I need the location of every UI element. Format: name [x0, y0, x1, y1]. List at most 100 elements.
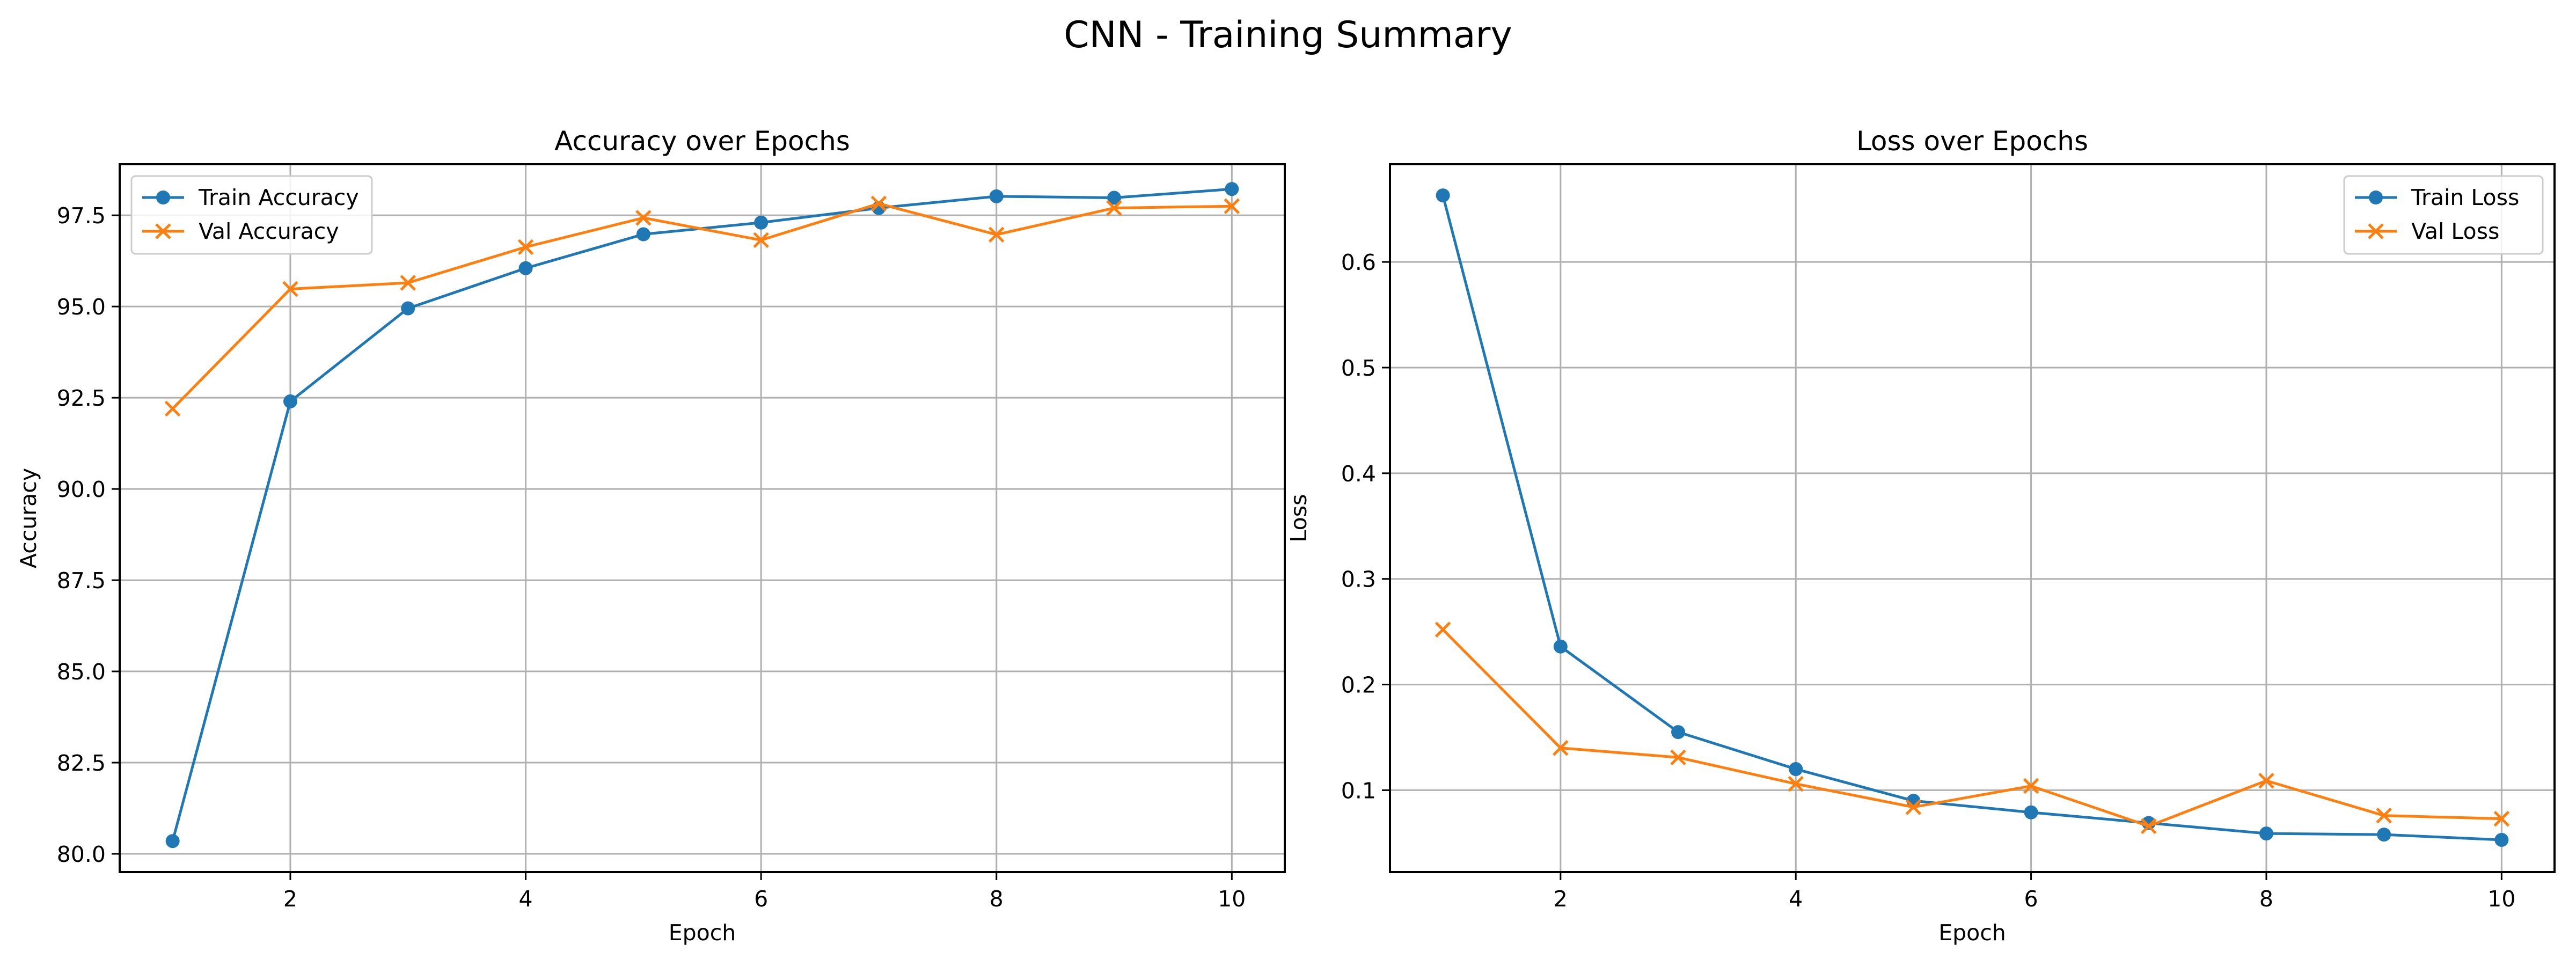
data-point	[2023, 778, 2039, 794]
y-tick-label: 0.2	[1341, 672, 1376, 698]
y-tick-label: 97.5	[57, 203, 106, 229]
marker-stroke	[1670, 749, 1686, 766]
data-point	[1436, 188, 1450, 203]
chart-panel-2: 2 4 6 8 10 0.1 0.2 0.3 0.4 0.5 0.6 Loss over Epochs…	[1286, 126, 2556, 946]
marker-stroke	[400, 275, 416, 291]
figure-title: CNN - Training Summary	[1064, 14, 1512, 56]
data-point	[2259, 826, 2273, 841]
panel-title: Accuracy over Epochs	[554, 126, 850, 157]
legend: Train Loss Val Loss	[2343, 175, 2544, 255]
data-point	[1670, 749, 1686, 766]
marker-stroke	[988, 226, 1005, 243]
marker-stroke	[517, 239, 534, 255]
panel-title: Loss over Epochs	[1856, 126, 2088, 157]
data-point	[2258, 772, 2274, 789]
x-tick-label: 8	[990, 886, 1004, 912]
marker-stroke	[2493, 810, 2510, 827]
data-point	[2024, 805, 2038, 819]
data-point	[518, 261, 533, 275]
legend-box	[2343, 175, 2544, 255]
legend-marker	[155, 223, 171, 239]
data-point	[1671, 725, 1686, 740]
y-tick-label: 92.5	[57, 385, 106, 411]
legend-label: Train Loss	[2411, 185, 2519, 210]
data-point	[1553, 740, 1569, 756]
marker-stroke	[2023, 778, 2039, 794]
y-tick-label: 87.5	[57, 568, 106, 594]
y-tick-label: 0.3	[1341, 567, 1376, 592]
y-tick-label: 82.5	[57, 750, 106, 776]
data-point	[1107, 191, 1122, 205]
marker-stroke	[282, 281, 298, 297]
marker-stroke	[2376, 807, 2392, 824]
y-axis-label: Loss	[1286, 494, 1312, 543]
data-point	[636, 227, 650, 241]
x-tick-label: 6	[2024, 886, 2038, 912]
legend-marker	[2368, 223, 2384, 239]
series-line	[1441, 195, 2502, 841]
y-tick-label: 0.5	[1341, 355, 1376, 381]
data-point	[635, 210, 652, 226]
x-tick-label: 4	[1789, 886, 1803, 912]
marker-stroke	[1224, 198, 1240, 214]
data-point	[1224, 198, 1240, 214]
legend-label: Train Accuracy	[198, 185, 359, 210]
x-tick-label: 8	[2259, 886, 2273, 912]
data-point	[1106, 200, 1122, 216]
data-point	[164, 400, 181, 417]
data-point	[1789, 762, 1803, 777]
data-point	[753, 232, 769, 248]
x-tick-label: 6	[754, 886, 768, 912]
data-point	[401, 301, 415, 316]
legend: Train Accuracy Val Accuracy	[130, 175, 373, 255]
y-tick-label: 0.6	[1341, 250, 1376, 275]
legend-label: Val Accuracy	[199, 218, 339, 244]
x-tick-label: 10	[2487, 886, 2515, 912]
legend-box	[130, 175, 373, 255]
data-point	[2377, 828, 2391, 842]
y-tick-label: 80.0	[57, 841, 106, 867]
data-point	[2494, 832, 2509, 847]
data-point	[1225, 182, 1239, 196]
x-tick-label: 10	[1218, 886, 1246, 912]
x-axis-label: Epoch	[1938, 920, 2006, 946]
data-point	[988, 226, 1005, 243]
data-point	[2141, 818, 2157, 835]
y-tick-label: 0.4	[1341, 461, 1376, 487]
marker-stroke	[164, 400, 181, 417]
y-tick-label: 95.0	[57, 294, 106, 320]
marker-stroke	[1905, 799, 1922, 815]
data-point	[1435, 621, 1451, 638]
marker-stroke	[2141, 818, 2157, 835]
marker-stroke	[1788, 775, 1804, 792]
data-point	[2141, 816, 2156, 830]
marker-stroke	[870, 195, 887, 212]
legend-marker	[2369, 191, 2383, 204]
marker-stroke	[1435, 621, 1451, 638]
x-tick-label: 4	[519, 886, 533, 912]
data-point	[754, 215, 769, 230]
data-point	[989, 189, 1004, 203]
data-point	[2376, 807, 2392, 824]
data-point	[165, 834, 180, 848]
data-point	[283, 394, 297, 408]
y-tick-label: 90.0	[57, 477, 106, 502]
legend-label: Val Loss	[2411, 218, 2499, 244]
axes-frame	[1389, 163, 2556, 873]
series-line	[1441, 628, 2502, 828]
data-point	[2493, 810, 2510, 827]
marker-stroke	[1106, 200, 1122, 216]
series-line	[171, 202, 1232, 410]
chart-panel-1: 2 4 6 8 10 80.0 82.5 85.0 87.5 90.0 92.5 95.0 97.5 Ac…	[16, 126, 1286, 946]
marker-stroke	[2258, 772, 2274, 789]
axes-frame	[119, 163, 1286, 873]
marker-stroke	[753, 232, 769, 248]
x-tick-label: 2	[283, 886, 297, 912]
data-point	[1905, 799, 1922, 815]
data-point	[1788, 775, 1804, 792]
legend-marker	[156, 191, 170, 204]
x-tick-label: 2	[1554, 886, 1568, 912]
data-point	[870, 195, 887, 212]
y-tick-label: 0.1	[1341, 778, 1376, 803]
